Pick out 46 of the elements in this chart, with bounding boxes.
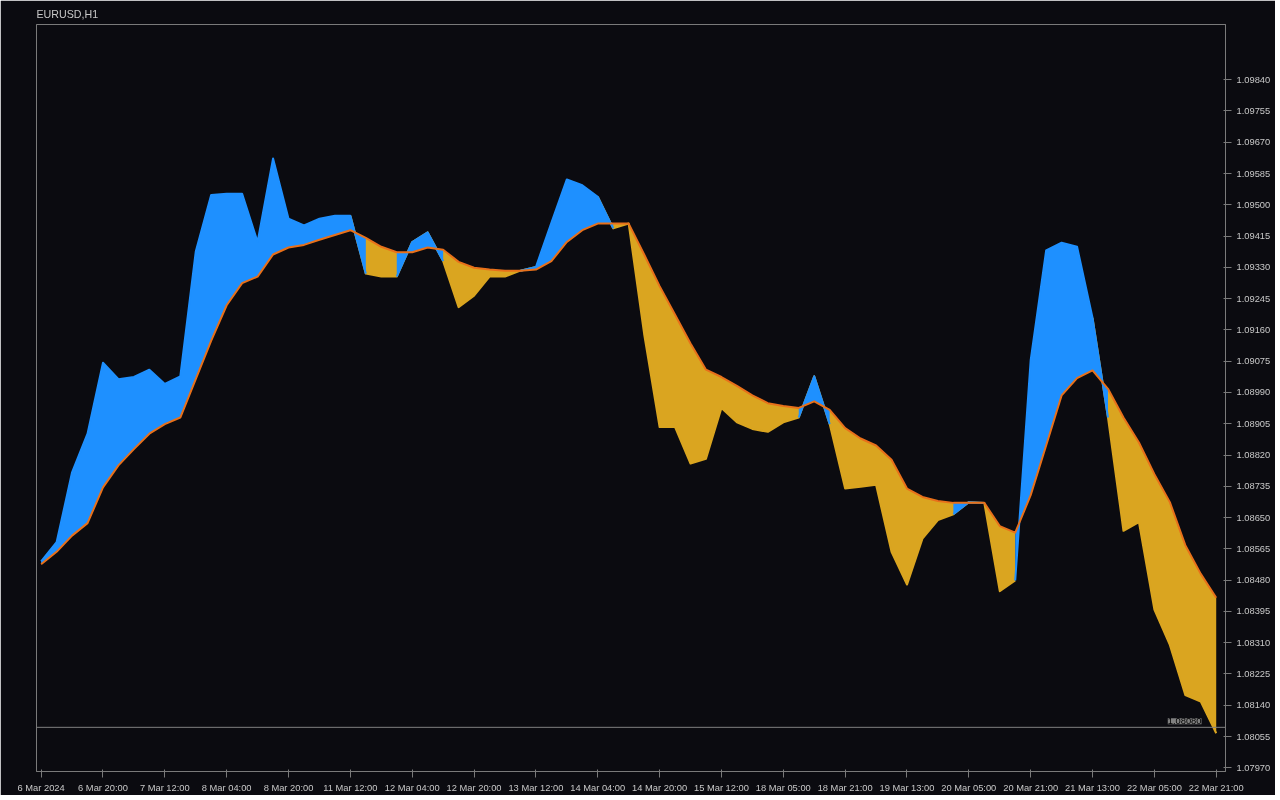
y-tick-label: 1.08735 xyxy=(1236,481,1271,492)
y-tick-label: 1.09160 xyxy=(1236,324,1271,335)
y-tick-label: 1.08310 xyxy=(1236,637,1271,648)
y-tick-label: 1.08225 xyxy=(1236,668,1271,679)
chart-title: EURUSD,H1 xyxy=(36,7,99,20)
x-tick-label: 18 Mar 05:00 xyxy=(755,782,811,793)
x-tick-label: 15 Mar 12:00 xyxy=(693,782,749,793)
y-tick-label: 1.09075 xyxy=(1236,356,1271,367)
y-tick-label: 1.08905 xyxy=(1236,418,1271,429)
y-tick-label: 1.09585 xyxy=(1236,168,1271,179)
y-tick-label: 1.08480 xyxy=(1236,575,1271,586)
y-tick-label: 1.08820 xyxy=(1236,450,1271,461)
x-tick-label: 12 Mar 20:00 xyxy=(446,782,502,793)
x-tick-label: 8 Mar 04:00 xyxy=(201,782,252,793)
y-tick-label: 1.08395 xyxy=(1236,606,1271,617)
y-tick-label: 1.09330 xyxy=(1236,262,1271,273)
y-tick-label: 1.09670 xyxy=(1236,137,1271,148)
y-tick-label: 1.07970 xyxy=(1236,762,1271,773)
y-tick-label: 1.09500 xyxy=(1236,199,1271,210)
y-tick-label: 1.08055 xyxy=(1236,731,1271,742)
x-tick-label: 20 Mar 21:00 xyxy=(1003,782,1059,793)
y-tick-label: 1.08140 xyxy=(1236,700,1271,711)
x-tick-label: 6 Mar 2024 xyxy=(17,782,65,793)
x-tick-label: 14 Mar 04:00 xyxy=(570,782,626,793)
x-tick-label: 7 Mar 12:00 xyxy=(139,782,190,793)
x-tick-label: 18 Mar 21:00 xyxy=(817,782,873,793)
x-tick-label: 6 Mar 20:00 xyxy=(78,782,128,793)
y-tick-label: 1.08565 xyxy=(1236,543,1271,554)
x-tick-label: 12 Mar 04:00 xyxy=(384,782,440,793)
ref-line-label: 1.08080 xyxy=(1167,716,1202,727)
x-tick-label: 20 Mar 05:00 xyxy=(941,782,997,793)
x-tick-label: 13 Mar 12:00 xyxy=(508,782,564,793)
x-tick-label: 22 Mar 05:00 xyxy=(1126,782,1182,793)
line-series xyxy=(40,222,1218,599)
y-tick-label: 1.09415 xyxy=(1236,231,1271,242)
x-tick-label: 21 Mar 13:00 xyxy=(1065,782,1121,793)
x-tick-label: 11 Mar 12:00 xyxy=(323,782,378,793)
y-tick-label: 1.09245 xyxy=(1236,293,1271,304)
y-tick-label: 1.08990 xyxy=(1236,387,1271,398)
x-tick-label: 8 Mar 20:00 xyxy=(263,782,314,793)
y-tick-label: 1.08650 xyxy=(1236,512,1271,523)
y-tick-label: 1.09755 xyxy=(1236,105,1271,116)
y-tick-label: 1.09840 xyxy=(1236,74,1271,85)
x-tick-label: 19 Mar 13:00 xyxy=(879,782,935,793)
x-tick-label: 22 Mar 21:00 xyxy=(1188,782,1244,793)
x-tick-label: 14 Mar 20:00 xyxy=(632,782,688,793)
